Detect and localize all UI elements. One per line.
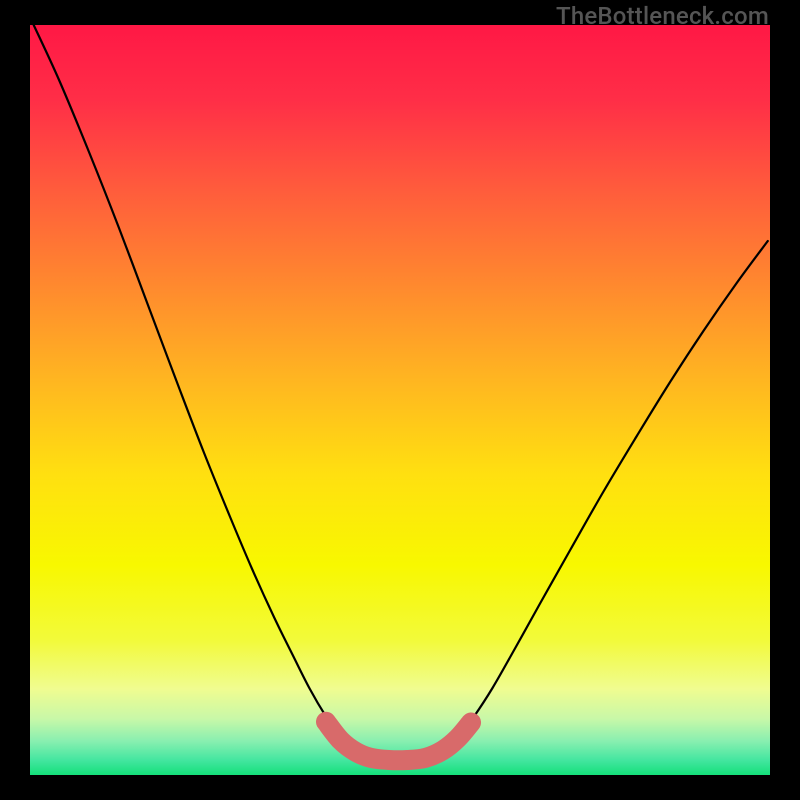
chart-frame: TheBottleneck.com [0,0,800,800]
watermark-text: TheBottleneck.com [556,2,769,30]
plot-area [30,25,770,775]
curve-overlay [30,25,770,775]
valley-highlight [326,722,471,761]
bottleneck-curve [34,25,768,761]
